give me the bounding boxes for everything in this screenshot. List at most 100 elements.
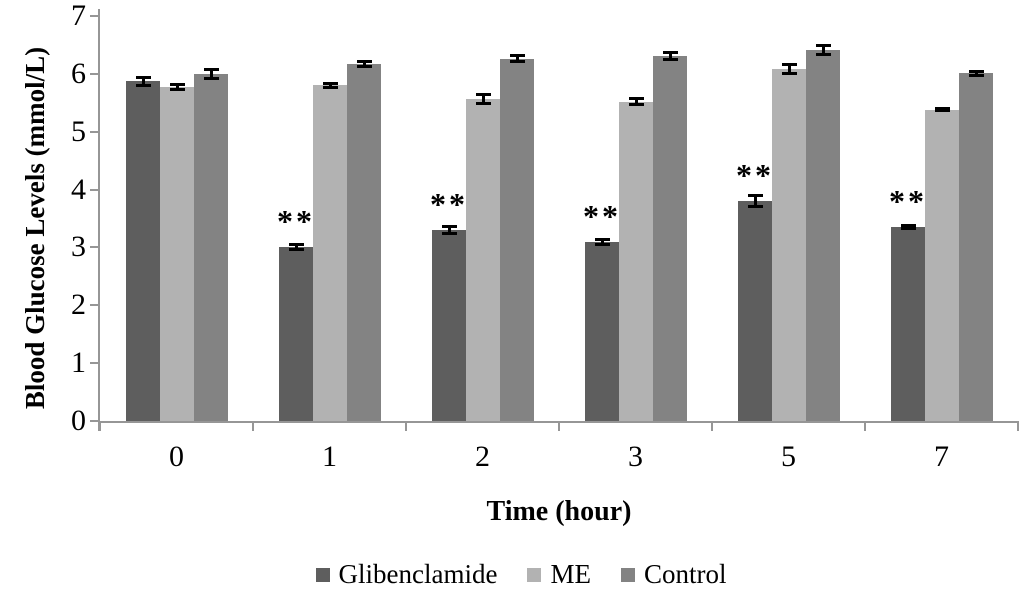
error-bar-cap-bottom [135, 84, 151, 88]
error-bar-cap-bottom [594, 242, 610, 246]
bar-glibenclamide-t5 [738, 201, 772, 421]
error-bar-cap-top [781, 63, 797, 67]
bar-control-t2 [500, 58, 534, 421]
y-axis-tick [90, 246, 99, 249]
y-axis-tick-labels: 0 1 2 3 4 5 6 7 [0, 0, 86, 437]
error-bar [481, 92, 485, 105]
y-axis-tick [90, 188, 99, 191]
x-axis-tick-labels: 0 1 2 3 5 7 [100, 440, 1018, 480]
error-bar [294, 243, 298, 252]
legend-label: Control [643, 559, 727, 589]
y-axis-tick [90, 362, 99, 365]
error-bar [362, 59, 366, 69]
bar-me-t1 [313, 85, 347, 421]
x-axis-tick-label: 1 [322, 440, 337, 473]
error-bar [668, 51, 672, 61]
y-axis-tick [90, 72, 99, 75]
error-bar-cap-top [356, 59, 372, 63]
x-axis-tick [864, 421, 866, 431]
y-axis-tick-label: 7 [71, 0, 86, 32]
error-bar-cap-top [968, 69, 984, 73]
error-bar-cap-top [815, 44, 831, 48]
bar-me-t7 [925, 109, 959, 421]
error-bar-cap-bottom [662, 57, 678, 61]
x-axis-tick-label: 5 [781, 440, 796, 473]
error-bar-cap-top [203, 68, 219, 72]
bar-glibenclamide-t3 [585, 241, 619, 421]
error-bar-cap-top [475, 92, 491, 96]
y-axis-tick [90, 130, 99, 133]
error-bar-cap-top [662, 51, 678, 55]
bar-group-t5: ** [712, 16, 865, 421]
error-bar-cap-top [322, 81, 338, 85]
error-bar-cap-bottom [509, 60, 525, 64]
error-bar-cap-top [747, 194, 763, 198]
significance-marker-t5: ** [736, 157, 774, 194]
y-axis-tick-label: 2 [71, 288, 86, 322]
bar-control-t5 [806, 50, 840, 421]
x-axis-tick [1017, 421, 1019, 431]
bar-glibenclamide-t0 [126, 81, 160, 421]
error-bar-cap-bottom [203, 76, 219, 80]
x-axis-tick [405, 421, 407, 431]
y-axis-tick-label: 1 [71, 346, 86, 380]
y-axis-tick [90, 420, 99, 422]
bar-group-t2: ** [406, 16, 559, 421]
bar-group-t7: ** [865, 16, 1018, 421]
legend-label: ME [550, 559, 591, 589]
error-bar-cap-bottom [475, 101, 491, 105]
y-axis-tick-label: 5 [71, 114, 86, 148]
significance-marker-t3: ** [583, 197, 621, 234]
error-bar-cap-top [169, 82, 185, 86]
error-bar-cap-bottom [169, 87, 185, 91]
error-bar-cap-bottom [781, 72, 797, 76]
error-bar [753, 194, 757, 209]
bar-me-t0 [160, 86, 194, 421]
error-bar-cap-top [288, 243, 304, 247]
x-axis-tick [711, 421, 713, 431]
legend-item-me: ME [527, 559, 591, 590]
error-bar-cap-bottom [900, 227, 916, 231]
error-bar-cap-top [594, 237, 610, 241]
x-axis-tick-label: 2 [475, 440, 490, 473]
bar-me-t2 [466, 98, 500, 421]
error-bar-cap-bottom [441, 231, 457, 235]
bar-group-t3: ** [559, 16, 712, 421]
x-axis-tick [558, 421, 560, 431]
y-axis-tick-label: 3 [71, 230, 86, 264]
error-bar [821, 44, 825, 56]
error-bar-cap-top [135, 75, 151, 79]
error-bar [328, 81, 332, 89]
error-bar-cap-top [628, 97, 644, 100]
bar-control-t3 [653, 55, 687, 421]
error-bar-cap-bottom [968, 73, 984, 77]
x-axis-tick-label: 7 [934, 440, 949, 473]
error-bar-cap-bottom [815, 52, 831, 56]
y-axis-tick-label: 6 [71, 56, 86, 90]
error-bar-cap-bottom [288, 248, 304, 252]
error-bar [447, 225, 451, 235]
bar-glibenclamide-t7 [891, 227, 925, 421]
error-bar-cap-top [900, 224, 916, 228]
plot-area: ** ** ** ** ** [90, 9, 1019, 431]
error-bar [141, 75, 145, 88]
error-bar-cap-bottom [322, 85, 338, 89]
error-bar-cap-bottom [356, 65, 372, 69]
bar-glibenclamide-t2 [432, 230, 466, 421]
legend-swatch-icon [527, 567, 542, 582]
bar-me-t3 [619, 101, 653, 421]
bar-me-t5 [772, 69, 806, 421]
bar-control-t0 [194, 73, 228, 421]
legend-item-control: Control [620, 559, 727, 590]
error-bar-cap-bottom [628, 103, 644, 107]
significance-marker-t2: ** [430, 186, 468, 223]
y-axis-tick-label: 4 [71, 172, 86, 206]
x-axis-tick [252, 421, 254, 431]
significance-marker-t1: ** [277, 203, 315, 240]
x-axis-tick-label: 3 [628, 440, 643, 473]
bar-control-t1 [347, 64, 381, 421]
bar-group-t1: ** [253, 16, 406, 421]
error-bar-cap-top [934, 107, 950, 111]
bar-group-t0 [100, 16, 253, 421]
y-axis-tick [90, 304, 99, 307]
